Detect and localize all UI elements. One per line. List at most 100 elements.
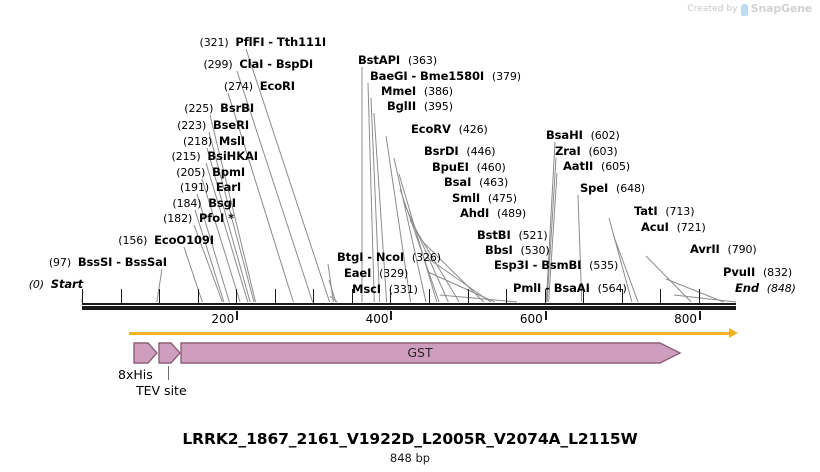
enzyme-name: BsgI [208,196,236,210]
enzyme-label-eaei[interactable]: EaeI (329) [344,267,408,280]
enzyme-leader-line [194,209,225,303]
enzyme-label-bsrdi[interactable]: BsrDI (446) [424,145,496,158]
enzyme-label-avrii[interactable]: AvrII (790) [690,243,757,256]
enzyme-label-pmli-bsaai[interactable]: PmlI - BsaAI (564) [513,282,627,295]
enzyme-leader-line [409,219,460,303]
enzyme-leader-line [425,256,492,303]
enzyme-name: BaeGI - Bme1580I [370,69,492,83]
enzyme-label-bsihkai[interactable]: (215) BsiHKAI [172,150,259,163]
enzyme-position: (184) [172,197,209,210]
enzyme-leader-line [208,131,255,303]
enzyme-name: MslI [218,134,245,148]
enzyme-leader-line [236,70,314,303]
enzyme-label-bstbi[interactable]: BstBI (521) [477,229,548,242]
axis-minor-tick [274,289,276,303]
enzyme-label-spei[interactable]: SpeI (648) [580,182,645,195]
axis-minor-tick [506,289,508,303]
enzyme-leader-line [665,278,724,303]
enzyme-leader-line [612,233,639,303]
enzyme-leader-line [427,271,495,303]
enzyme-name: EaeI [344,266,380,280]
enzyme-name: TatI [634,204,666,218]
axis-minor-tick [621,289,623,303]
enzyme-label-bbsi[interactable]: BbsI (530) [485,244,550,257]
orf-arrow-head [729,328,738,338]
enzyme-label-aatii[interactable]: AatII (605) [563,160,630,173]
enzyme-name: Esp3I - BsmBI [494,258,590,272]
enzyme-label-bsrbi[interactable]: (225) BsrBI [184,102,254,115]
enzyme-leader-line [206,147,251,303]
axis-minor-tick [197,289,199,303]
enzyme-label-clai-bspdi[interactable]: (299) ClaI - BspDI [203,58,313,71]
enzyme-label-bsssi-bsssai[interactable]: (97) BssSI - BssSaI [49,256,167,269]
enzyme-leader-line [645,255,692,303]
enzyme-label-pfoi[interactable]: (182) PfoI * [163,212,234,225]
enzyme-name: EcoRI [259,79,295,93]
feature-gst[interactable] [180,339,682,367]
feature-label-8xhis: 8xHis [118,367,153,382]
enzyme-label-ahdi[interactable]: AhdI (489) [460,207,526,220]
enzyme-label-eari[interactable]: (191) EarI [180,181,241,194]
enzyme-name: PvuII [723,265,763,279]
enzyme-label-esp3i-bsmbi[interactable]: Esp3I - BsmBI (535) [494,259,618,272]
enzyme-label-bpuei[interactable]: BpuEI (460) [432,161,506,174]
enzyme-label-start[interactable]: (0) Start [29,278,83,291]
enzyme-position: (603) [588,145,618,158]
enzyme-label-acui[interactable]: AcuI (721) [641,221,706,234]
axis-minor-tick [583,289,585,303]
enzyme-name: BsaHI [546,128,591,142]
axis-minor-tick [390,289,392,303]
enzyme-leader-line [673,294,737,303]
enzyme-label-bseri[interactable]: (223) BseRI [177,119,249,132]
enzyme-label-zrai[interactable]: ZraI (603) [555,145,618,158]
enzyme-label-bpmi[interactable]: (205) BpmI [176,166,245,179]
axis-minor-tick [313,289,315,303]
enzyme-label-btgi-ncoi[interactable]: BtgI - NcoI (326) [337,251,441,264]
enzyme-position: (535) [589,259,619,272]
enzyme-label-bsai[interactable]: BsaI (463) [444,176,508,189]
enzyme-name: MmeI [381,84,424,98]
enzyme-leader-line [545,141,556,303]
enzyme-position: (530) [520,244,550,257]
enzyme-label-ecori[interactable]: (274) EcoRI [224,80,295,93]
enzyme-position: (848) [766,282,796,295]
enzyme-leader-line [548,172,558,303]
enzyme-label-pflfi-tth111i[interactable]: (321) PflFI - Tth111I [200,36,327,49]
enzyme-label-msci[interactable]: MscI (331) [352,283,418,296]
enzyme-label-pvuii[interactable]: PvuII (832) [723,266,792,279]
axis-tick-label-800: 800 [674,312,697,326]
enzyme-label-bsahi[interactable]: BsaHI (602) [546,129,620,142]
enzyme-label-smli[interactable]: SmlI (475) [452,192,517,205]
enzyme-label-ecorv[interactable]: EcoRV (426) [411,123,488,136]
enzyme-label-bsgi[interactable]: (184) BsgI [172,197,236,210]
feature-8xhis[interactable] [133,339,159,367]
enzyme-name: EcoO109I [154,233,214,247]
enzyme-position: (331) [388,283,418,296]
axis-rule-thin [82,303,736,305]
enzyme-position: (426) [458,123,488,136]
enzyme-label-tati[interactable]: TatI (713) [634,204,695,218]
enzyme-label-baegi-bme1580i[interactable]: BaeGI - Bme1580I (379) [370,70,521,83]
enzyme-name: BbsI [485,243,521,257]
snapgene-watermark: Created by SnapGene [687,2,812,16]
enzyme-position: (460) [476,161,506,174]
enzyme-leader-line [193,224,223,303]
enzyme-label-bstapi[interactable]: BstAPI (363) [358,54,437,67]
enzyme-label-bglii[interactable]: BglII (395) [387,100,453,113]
enzyme-leader-line [422,241,485,303]
enzyme-label-msli[interactable]: (218) MslI [183,135,245,148]
watermark-brand: SnapGene [750,2,812,15]
enzyme-name: MscI [352,282,389,296]
enzyme-position: (299) [203,58,240,71]
axis-tick-label-200: 200 [211,312,235,326]
enzyme-position: (379) [491,70,521,83]
enzyme-label-ecoo109i[interactable]: (156) EcoO109I [118,234,214,247]
enzyme-leader-line [196,193,230,303]
enzyme-leader-line [156,268,163,303]
enzyme-label-end[interactable]: End (848) [735,282,796,295]
feature-tev-site[interactable] [158,339,182,367]
enzyme-label-mmei[interactable]: MmeI (386) [381,85,453,98]
enzyme-position: (0) [28,278,51,291]
page-title: LRRK2_1867_2161_V1922D_L2005R_V2074A_L21… [182,430,638,448]
